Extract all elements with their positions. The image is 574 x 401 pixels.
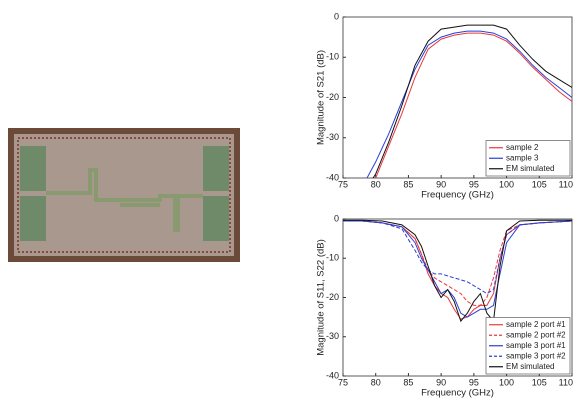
legend-label: sample 2 port #2 [506,330,566,339]
x-tick-label: 105 [532,179,547,189]
x-tick-label: 85 [403,179,413,189]
x-tick-label: 105 [532,377,547,387]
series-line [343,219,572,323]
legend-label: sample 3 port #2 [506,351,566,360]
series-line [372,24,572,178]
x-tick-label: 100 [499,377,514,387]
y-tick-label: 0 [334,213,339,223]
y-tick-label: 0 [334,11,339,21]
legend-label: sample 3 [506,153,539,162]
x-tick-label: 80 [371,377,381,387]
plot-lines [343,219,572,323]
series-line [375,32,572,178]
pad [203,146,229,191]
y-tick-label: -20 [326,292,339,302]
y-tick-label: -40 [326,172,339,182]
x-tick-label: 95 [469,179,479,189]
x-tick-label: 110 [559,377,573,387]
legend-label: EM simulated [506,164,554,173]
y-tick-label: -30 [326,132,339,142]
y-tick-label: -10 [326,52,339,62]
y-tick-label: -30 [326,331,339,341]
x-tick-label: 75 [338,179,348,189]
legend-label: EM simulated [506,362,554,371]
legend-label: sample 3 port #1 [506,341,566,350]
via-fence [17,137,231,253]
x-tick-label: 110 [559,179,573,189]
y-tick-label: -40 [326,370,339,380]
x-axis-title: Frequency (GHz) [421,190,494,201]
y-tick-label: -20 [326,92,339,102]
chip-photo [8,128,240,262]
x-tick-label: 85 [403,377,413,387]
legend-label: sample 2 port #1 [506,320,566,329]
x-tick-label: 100 [499,179,514,189]
x-tick-label: 75 [338,377,348,387]
series-line [343,220,572,318]
series-line [366,30,572,178]
pad [20,146,46,191]
plot-lines [366,24,572,178]
x-tick-label: 90 [436,179,446,189]
y-tick-label: -10 [326,253,339,263]
transmission-line [46,168,203,232]
pad [20,196,46,241]
x-tick-label: 80 [371,179,381,189]
y-axis-title: Magnitude of S21 (dB) [316,50,327,145]
x-tick-label: 95 [469,377,479,387]
pad [203,196,229,241]
x-tick-label: 90 [436,377,446,387]
legend-label: sample 2 [506,143,539,152]
series-line [343,220,572,306]
y-axis-title: Magnitude of S11, S22 (dB) [316,239,327,356]
x-axis-title: Frequency (GHz) [421,388,494,399]
